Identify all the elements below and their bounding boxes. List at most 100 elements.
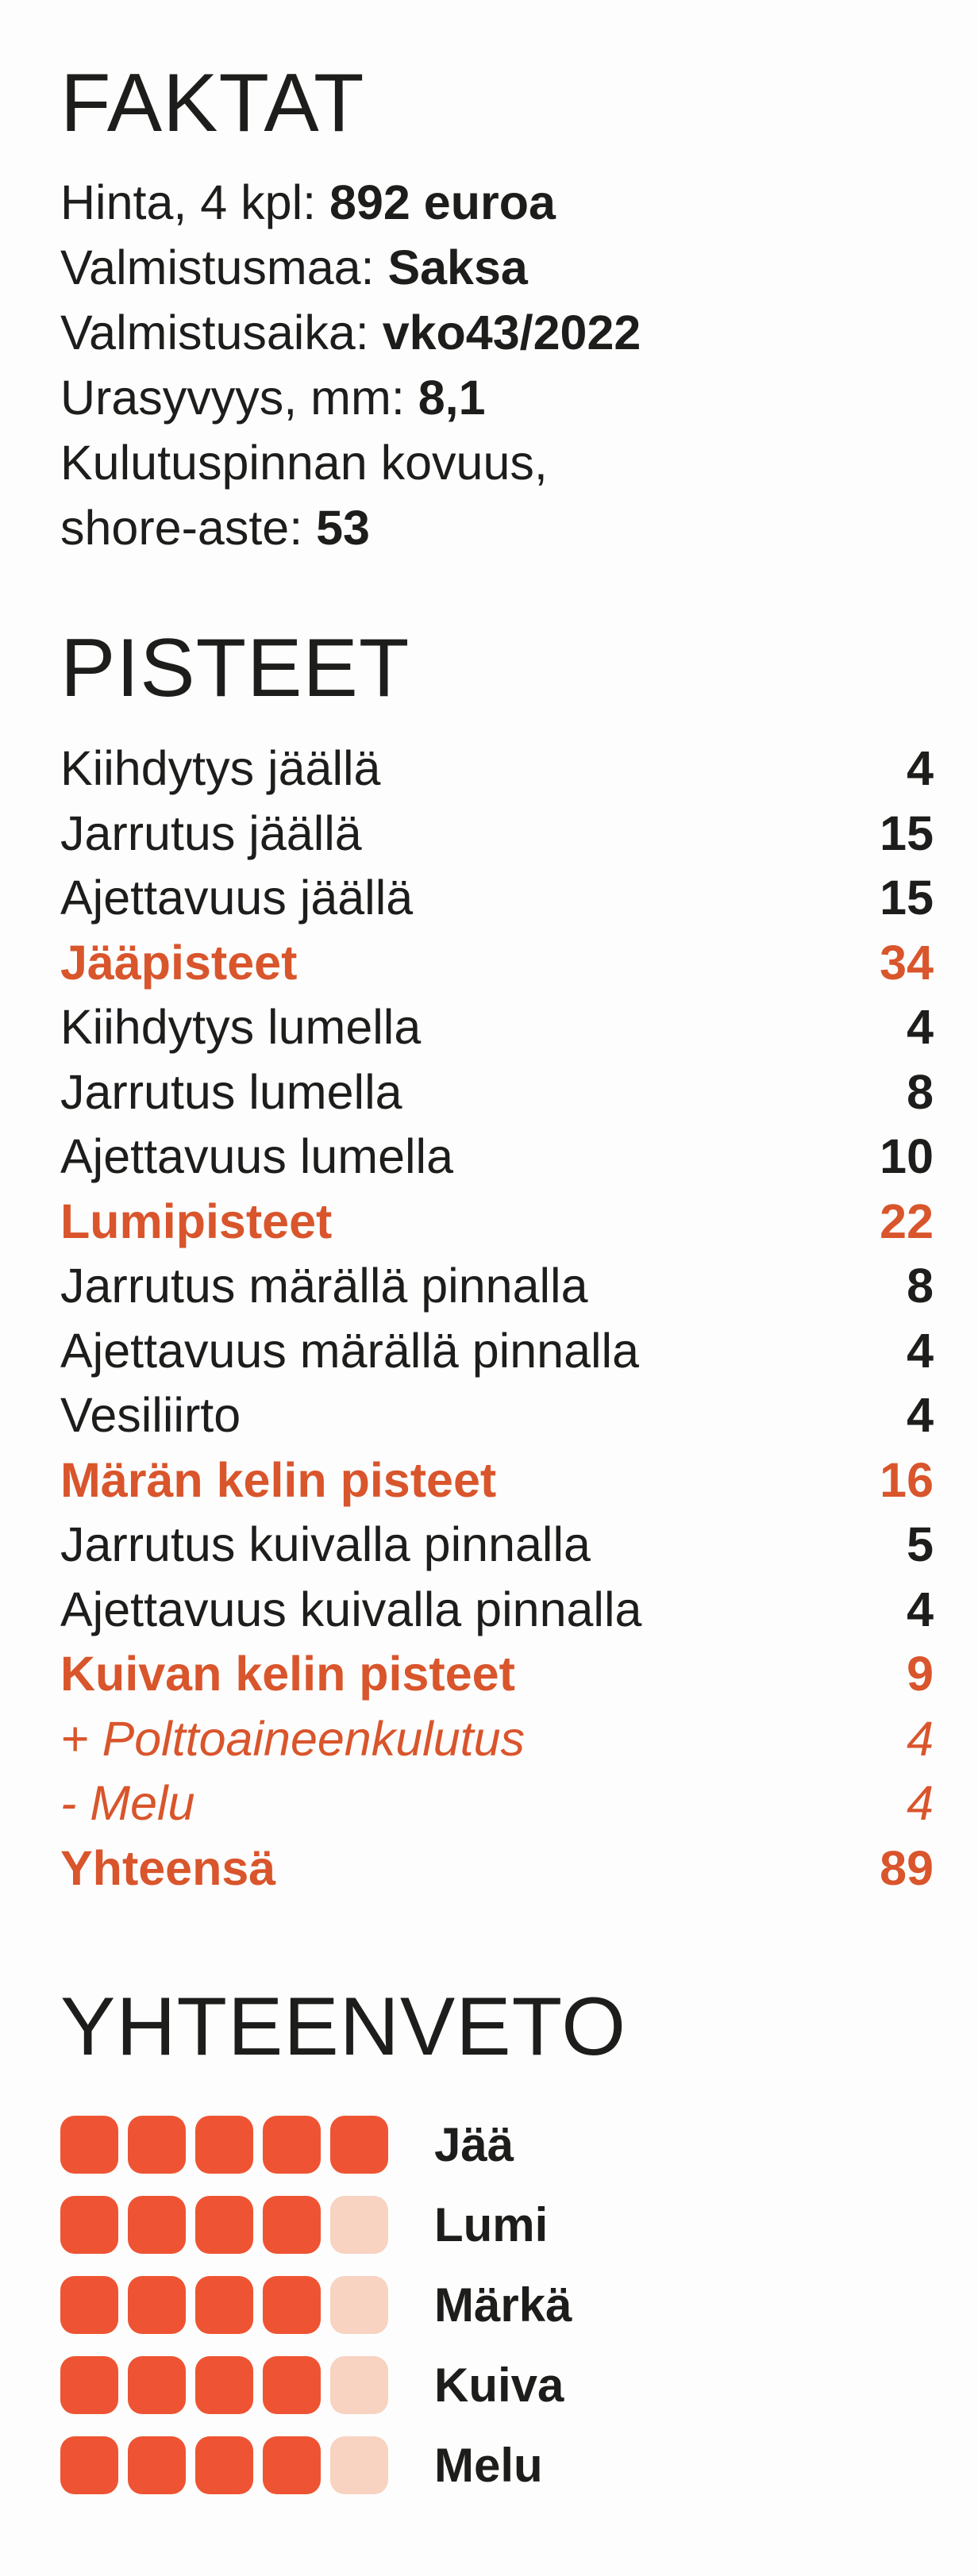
- summary-label: Lumi: [434, 2198, 549, 2251]
- fact-label: Kulutuspinnan kovuus,: [60, 436, 548, 490]
- summary-row: Lumi: [60, 2185, 572, 2265]
- scores-table: Kiihdytys jäällä 4 Jarrutus jäällä 15 Ajetta…: [60, 736, 934, 1901]
- score-label: Märän kelin pisteet: [60, 1452, 497, 1507]
- rating-block-filled: [128, 2276, 186, 2334]
- score-value: 22: [880, 1194, 934, 1248]
- fact-line: Valmistusmaa: Saksa: [60, 235, 934, 300]
- score-adjustment-row: - Melu 4: [60, 1771, 934, 1836]
- rating-block-filled: [263, 2276, 321, 2334]
- fact-label: Valmistusmaa:: [60, 240, 388, 294]
- fact-label: Valmistusaika:: [60, 306, 383, 359]
- fact-line: Urasyvyys, mm: 8,1: [60, 365, 934, 430]
- rating-block-filled: [330, 2116, 388, 2174]
- score-row: Ajettavuus jäällä 15: [60, 866, 934, 931]
- rating-block-filled: [263, 2436, 321, 2494]
- score-value: 4: [907, 1323, 934, 1378]
- score-label: Jarrutus jäällä: [60, 805, 362, 860]
- score-value: 34: [880, 935, 934, 990]
- summary-label: Kuiva: [434, 2359, 564, 2412]
- score-value: 16: [880, 1452, 934, 1507]
- score-subtotal-row: Lumipisteet 22: [60, 1190, 934, 1255]
- score-label: Lumipisteet: [60, 1194, 333, 1248]
- rating-block-filled: [263, 2196, 321, 2254]
- fact-value: Saksa: [387, 240, 528, 294]
- rating-block-filled: [195, 2436, 253, 2494]
- fact-value: vko43/2022: [382, 306, 641, 359]
- score-value: 8: [907, 1259, 934, 1313]
- rating-blocks: [60, 2276, 388, 2334]
- score-label: Ajettavuus jäällä: [60, 871, 414, 925]
- fact-value: 892 euroa: [329, 175, 556, 229]
- rating-block-filled: [263, 2356, 321, 2414]
- score-row: Jarrutus lumella 8: [60, 1060, 934, 1125]
- fact-line: Valmistusaika: vko43/2022: [60, 300, 934, 365]
- summary-row: Jää: [60, 2105, 572, 2185]
- rating-block-filled: [195, 2196, 253, 2254]
- score-row: Ajettavuus märällä pinnalla 4: [60, 1319, 934, 1384]
- summary-label: Märkä: [434, 2278, 572, 2332]
- score-label: Yhteensä: [60, 1840, 276, 1895]
- score-value: 15: [880, 805, 934, 860]
- score-value: 4: [907, 1776, 934, 1830]
- rating-block-empty: [330, 2356, 388, 2414]
- score-adjustment-row: + Polttoaineenkulutus 4: [60, 1707, 934, 1772]
- score-subtotal-row: Märän kelin pisteet 16: [60, 1448, 934, 1513]
- score-value: 5: [907, 1517, 934, 1571]
- score-value: 4: [907, 741, 934, 795]
- score-label: Kiihdytys jäällä: [60, 741, 381, 795]
- rating-block-filled: [128, 2436, 186, 2494]
- facts-list: Hinta, 4 kpl: 892 euroa Valmistusmaa: Sak…: [60, 170, 934, 560]
- score-label: Ajettavuus lumella: [60, 1129, 454, 1183]
- score-subtotal-row: Kuivan kelin pisteet 9: [60, 1642, 934, 1707]
- score-value: 15: [880, 871, 934, 925]
- fact-line: Hinta, 4 kpl: 892 euroa: [60, 170, 934, 235]
- rating-block-filled: [60, 2276, 118, 2334]
- scores-heading: PISTEET: [60, 622, 410, 714]
- score-label: Jarrutus lumella: [60, 1064, 402, 1119]
- rating-block-filled: [263, 2116, 321, 2174]
- score-value: 8: [907, 1064, 934, 1119]
- rating-block-filled: [60, 2356, 118, 2414]
- fact-value: 53: [316, 501, 370, 555]
- score-value: 4: [907, 1000, 934, 1054]
- score-row: Jarrutus märällä pinnalla 8: [60, 1254, 934, 1319]
- rating-block-empty: [330, 2436, 388, 2494]
- rating-blocks: [60, 2356, 388, 2414]
- rating-blocks: [60, 2436, 388, 2494]
- score-value: 4: [907, 1582, 934, 1636]
- score-row: Vesiliirto 4: [60, 1383, 934, 1448]
- rating-block-filled: [60, 2196, 118, 2254]
- score-row: Kiihdytys jäällä 4: [60, 736, 934, 802]
- fact-label: shore-aste:: [60, 501, 317, 555]
- rating-blocks: [60, 2116, 388, 2174]
- score-row: Ajettavuus kuivalla pinnalla 4: [60, 1578, 934, 1643]
- fact-label: Urasyvyys, mm:: [60, 371, 418, 425]
- score-label: Jarrutus märällä pinnalla: [60, 1259, 588, 1313]
- score-subtotal-row: Yhteensä 89: [60, 1836, 934, 1901]
- summary-label: Melu: [434, 2439, 543, 2492]
- score-label: - Melu: [60, 1776, 195, 1830]
- rating-block-filled: [60, 2436, 118, 2494]
- score-subtotal-row: Jääpisteet 34: [60, 931, 934, 996]
- score-value: 9: [907, 1647, 934, 1701]
- rating-block-filled: [195, 2356, 253, 2414]
- rating-blocks: [60, 2196, 388, 2254]
- rating-block-filled: [195, 2276, 253, 2334]
- score-value: 4: [907, 1711, 934, 1766]
- rating-block-filled: [195, 2116, 253, 2174]
- score-value: 10: [880, 1129, 934, 1183]
- score-row: Jarrutus kuivalla pinnalla 5: [60, 1513, 934, 1578]
- score-value: 89: [880, 1840, 934, 1895]
- score-label: + Polttoaineenkulutus: [60, 1711, 526, 1766]
- score-label: Kuivan kelin pisteet: [60, 1647, 515, 1701]
- score-row: Ajettavuus lumella 10: [60, 1125, 934, 1190]
- facts-heading: FAKTAT: [60, 57, 365, 149]
- summary-label: Jää: [434, 2118, 514, 2171]
- score-label: Ajettavuus märällä pinnalla: [60, 1323, 640, 1378]
- rating-block-filled: [128, 2356, 186, 2414]
- score-label: Jarrutus kuivalla pinnalla: [60, 1517, 591, 1571]
- fact-value: 8,1: [418, 371, 486, 425]
- fact-line: shore-aste: 53: [60, 495, 934, 560]
- summary-heading: YHTEENVETO: [60, 1981, 627, 2073]
